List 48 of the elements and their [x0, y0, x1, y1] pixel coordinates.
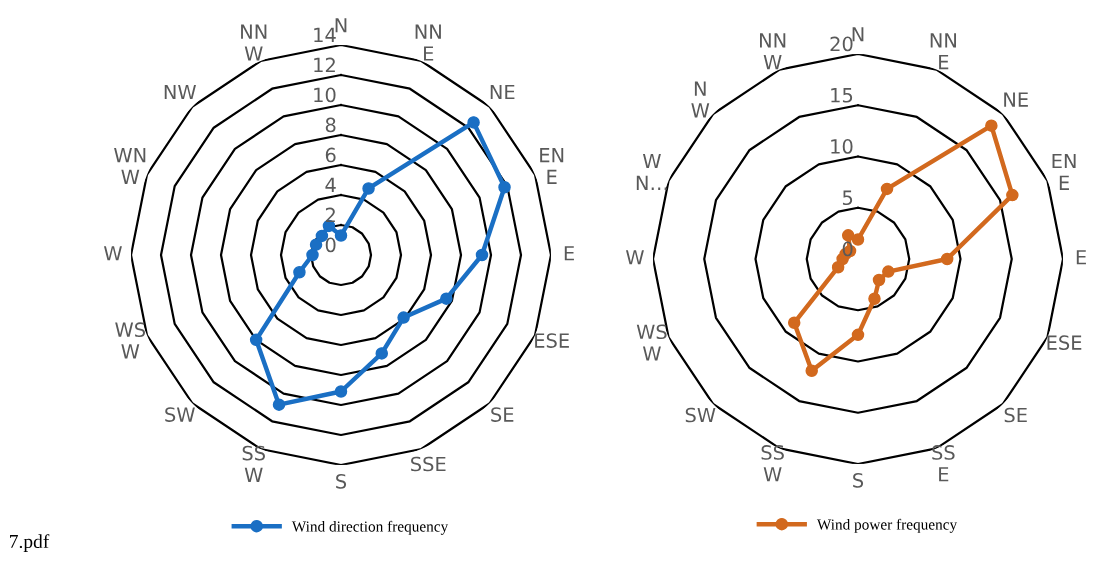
legend-label: Wind direction frequency	[291, 520, 449, 535]
y-tick-label: 20	[830, 36, 853, 52]
spoke-label: S	[336, 473, 347, 489]
spoke-label: N W	[691, 81, 710, 118]
spoke-label: N	[335, 18, 347, 33]
text: 7.pdf	[10, 534, 50, 552]
spoke-label: E	[1076, 250, 1086, 265]
y-tick-label: 0	[842, 241, 853, 257]
spoke-label: NN E	[415, 24, 441, 61]
y-tick-label: 6	[325, 147, 336, 163]
spoke-label: SS W	[242, 445, 265, 482]
spoke-label: SE	[1004, 407, 1027, 423]
y-tick-label: 14	[314, 27, 336, 43]
spoke-label: SSE	[411, 456, 446, 472]
spoke-label: NN E	[930, 33, 956, 70]
y-tick-label: 0	[325, 237, 336, 253]
spoke-label: EN E	[1052, 153, 1076, 190]
spoke-label: W N…	[636, 153, 667, 190]
spoke-label: WS W	[115, 322, 145, 359]
spoke-label: NE	[490, 84, 515, 100]
spoke-label: S	[853, 472, 864, 488]
y-tick-label: 4	[325, 177, 336, 193]
spoke-label: SS W	[761, 445, 784, 482]
spoke-label: SE	[491, 407, 514, 422]
spoke-label: E	[564, 246, 574, 261]
y-tick-label: 5	[842, 190, 853, 206]
spoke-label: SS E	[932, 445, 955, 482]
spoke-label: W	[103, 246, 122, 261]
y-tick-label: 10	[314, 87, 336, 103]
spoke-label: NN W	[760, 33, 786, 70]
spoke-label: ESE	[1047, 335, 1082, 350]
y-tick-label: 10	[831, 139, 853, 154]
spoke-label: WN W	[114, 148, 146, 184]
spoke-label: SW	[685, 407, 716, 423]
legend-label: Wind power frequency	[816, 518, 958, 533]
spoke-label: N	[852, 27, 864, 42]
y-tick-label: 15	[831, 88, 853, 103]
spoke-label: W	[625, 250, 644, 265]
y-tick-label: 2	[325, 207, 335, 223]
spoke-label: ESE	[535, 333, 569, 348]
y-tick-label: 8	[325, 117, 336, 133]
spoke-label: NW	[164, 84, 196, 100]
spoke-label: EN E	[540, 148, 564, 184]
spoke-label: NN W	[241, 24, 267, 61]
spoke-label: WS W	[636, 324, 667, 361]
spoke-label: SW	[165, 407, 195, 422]
spoke-label: NE	[1004, 92, 1028, 107]
y-tick-label: 12	[314, 57, 335, 73]
